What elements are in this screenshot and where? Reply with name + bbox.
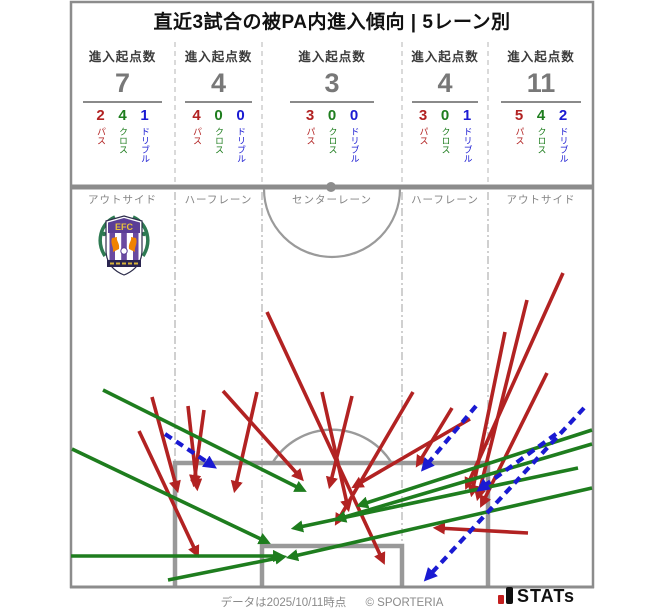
dribble-label: ドリブル — [462, 126, 473, 163]
pass-arrow — [473, 299, 529, 502]
dribble-count: 1 — [462, 107, 472, 125]
lane-stats-half-right: 進入起点数 4 3 パス 0 クロス 1 ドリブル — [402, 42, 488, 187]
dribble-arrow — [423, 406, 586, 582]
pass-count: 3 — [305, 107, 315, 125]
lane-stats-half-left: 進入起点数 4 4 パス 0 クロス 0 ドリブル — [175, 42, 262, 187]
cross-arrow — [333, 442, 593, 523]
stat-divider — [185, 101, 252, 104]
pass-arrow — [480, 372, 549, 508]
page-title: 直近3試合の被PA内進入傾向 | 5レーン別 — [153, 12, 511, 33]
pass-count: 3 — [418, 107, 428, 125]
stat-total: 4 — [437, 68, 453, 98]
stat-header: 進入起点数 — [88, 50, 157, 64]
cross-arrow — [102, 388, 307, 492]
lane-label-outside-left: アウトサイド — [88, 194, 157, 206]
stat-total: 4 — [210, 68, 227, 98]
lane-stats-outside-left: 進入起点数 7 2 パス 4 クロス 1 ドリブル — [70, 42, 175, 187]
cross-label: クロス — [118, 126, 128, 154]
stat-divider — [82, 101, 163, 104]
stat-header: 進入起点数 — [411, 50, 479, 64]
lane-separators — [174, 192, 489, 544]
pass-arrow — [230, 391, 259, 494]
lane-label-half-left: ハーフレーン — [184, 194, 253, 206]
dribble-label: ドリブル — [236, 126, 246, 163]
pass-arrow — [150, 396, 181, 494]
stat-divider — [500, 101, 582, 104]
pass-arrow — [325, 395, 354, 490]
pass-label: パス — [192, 126, 202, 145]
pass-label: パス — [514, 126, 525, 145]
pass-arrow — [432, 522, 529, 535]
stat-divider — [290, 101, 374, 104]
lane-stats-centre: 進入起点数 3 3 パス 0 クロス 0 ドリブル — [262, 42, 402, 187]
stats-logo-text: STATs — [517, 586, 575, 606]
cross-label: クロス — [327, 126, 338, 154]
pass-count: 5 — [514, 107, 524, 125]
stats-logo-bars-icon — [498, 587, 514, 605]
dribble-label: ドリブル — [349, 126, 360, 163]
goal-area — [259, 543, 405, 587]
cross-label: クロス — [440, 126, 451, 154]
pass-arrow — [189, 409, 206, 488]
cross-count: 0 — [327, 107, 337, 125]
pass-label: パス — [305, 126, 316, 145]
pass-arrow — [265, 311, 386, 565]
stat-header: 進入起点数 — [184, 50, 253, 64]
lane-stats-outside-right: 進入起点数 11 5 パス 4 クロス 2 ドリブル — [488, 42, 594, 187]
cross-label: クロス — [214, 126, 224, 154]
dribble-count: 0 — [349, 107, 359, 125]
cross-arrow — [285, 486, 593, 562]
dribble-arrow — [163, 432, 217, 469]
cross-count: 4 — [536, 107, 546, 125]
cross-label: クロス — [536, 126, 547, 154]
pass-arrow — [320, 391, 353, 513]
pass-count: 4 — [192, 107, 201, 125]
dribble-arrow — [420, 404, 478, 472]
lane-label-centre: センターレーン — [292, 194, 372, 206]
data-date: データは2025/10/11時点 — [220, 597, 347, 609]
dribble-count: 2 — [558, 107, 568, 125]
cross-arrow — [71, 447, 271, 545]
team-crest: EFC — [98, 215, 150, 276]
stat-divider — [412, 101, 478, 104]
cross-arrow — [355, 428, 593, 509]
dribble-count: 1 — [140, 107, 149, 125]
lane-label-half-right: ハーフレーン — [411, 194, 479, 206]
dribble-arrow — [476, 432, 558, 492]
cross-count: 0 — [440, 107, 450, 125]
dribble-label: ドリブル — [140, 126, 150, 163]
stat-total: 7 — [114, 68, 131, 98]
centre-mark — [326, 182, 336, 192]
lane-label-outside-right: アウトサイド — [506, 194, 576, 206]
entry-arrows — [71, 272, 593, 582]
stats-logo: STATs — [498, 587, 658, 605]
penalty-area — [172, 460, 491, 587]
copyright: © SPORTERIA — [365, 597, 444, 609]
crest-initials: EFC — [115, 222, 134, 232]
pass-arrow — [351, 417, 471, 489]
stat-total: 11 — [526, 68, 556, 98]
pass-arrow — [221, 389, 304, 482]
centre-circle-arc — [262, 188, 402, 259]
stat-total: 3 — [324, 68, 340, 98]
pass-arrow — [334, 391, 415, 526]
dribble-label: ドリブル — [558, 126, 569, 163]
cross-count: 4 — [118, 107, 127, 125]
pass-arrow — [415, 407, 454, 468]
cross-arrow — [167, 552, 288, 582]
pass-arrow — [137, 430, 200, 558]
footer-note: データは2025/10/11時点 © SPORTERIA — [70, 594, 594, 610]
stat-header: 進入起点数 — [298, 50, 366, 64]
pass-count: 2 — [96, 107, 105, 125]
cross-count: 0 — [214, 107, 223, 125]
dribble-count: 0 — [236, 107, 245, 125]
pass-arrow — [464, 272, 565, 490]
stats-column-separators — [174, 42, 489, 184]
cross-arrow — [290, 466, 579, 533]
pass-label: パス — [96, 126, 106, 145]
stat-header: 進入起点数 — [507, 50, 575, 64]
pass-label: パス — [418, 126, 429, 145]
